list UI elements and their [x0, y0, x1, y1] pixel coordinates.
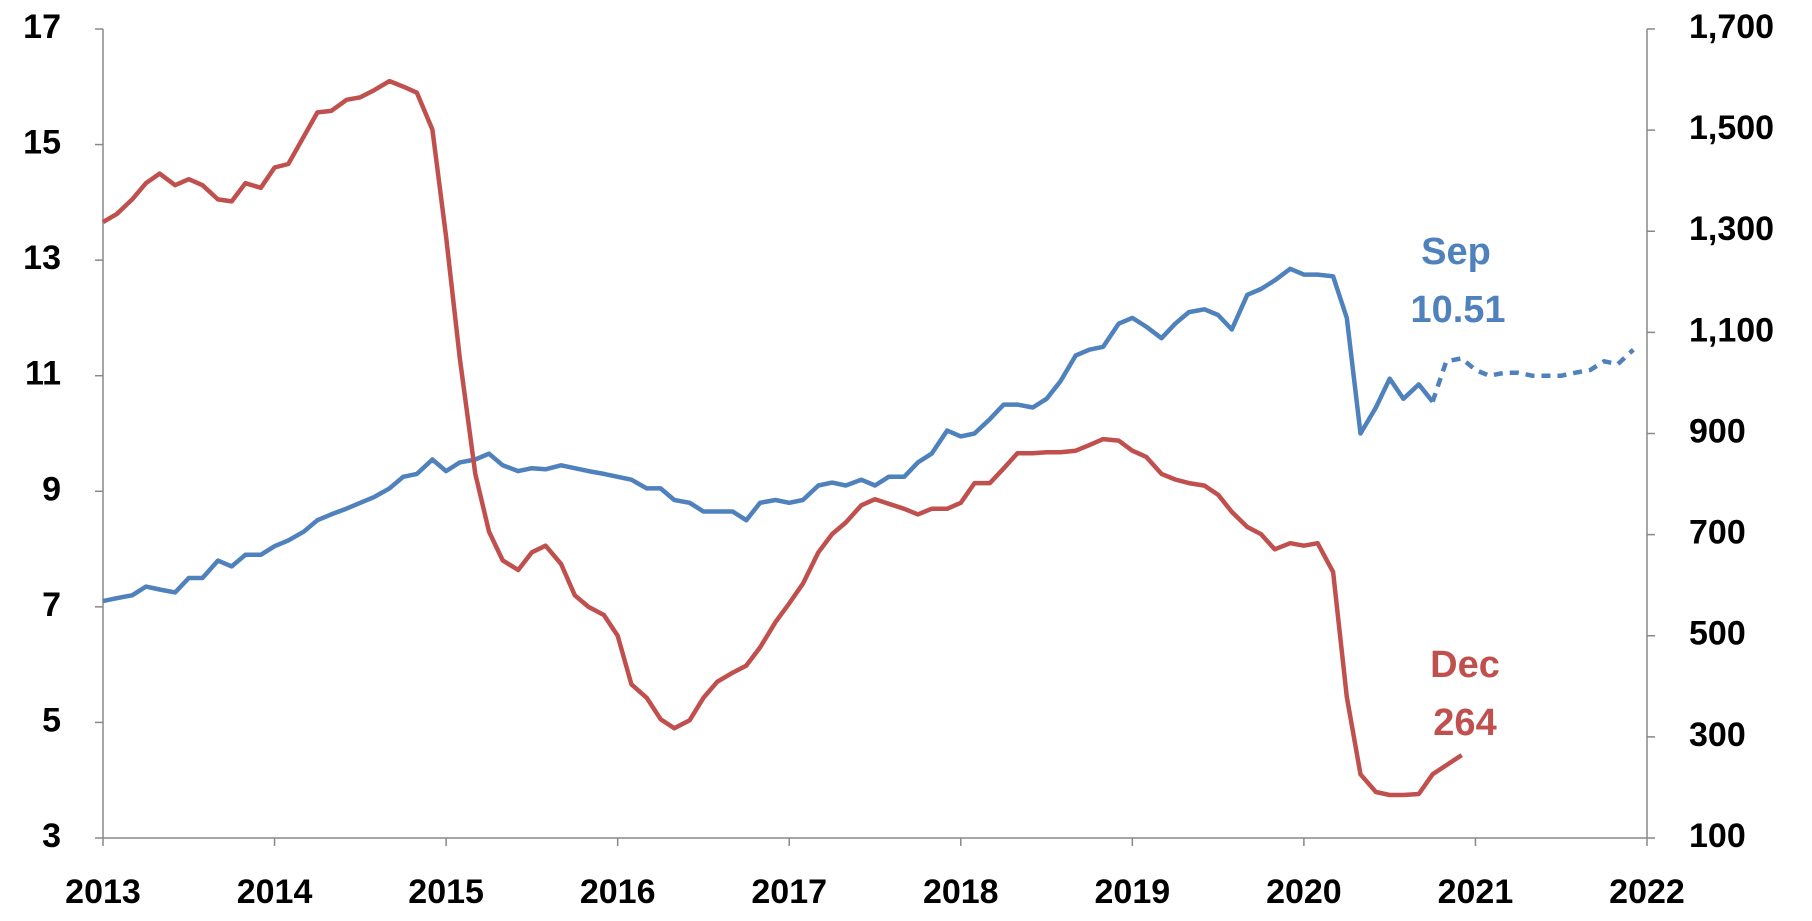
annotation: 264	[1433, 702, 1496, 744]
y2-tick-label: 1,500	[1689, 109, 1774, 147]
y2-tick-label: 700	[1689, 514, 1746, 552]
y2-tick-label: 900	[1689, 412, 1746, 450]
y-tick-label: 7	[42, 586, 61, 624]
x-tick-label: 2013	[65, 873, 141, 911]
annotation: 10.51	[1410, 289, 1505, 331]
series-line	[1430, 348, 1635, 403]
y-tick-label: 11	[25, 355, 61, 393]
x-tick-label: 2017	[751, 873, 827, 911]
x-tick-label: 2022	[1609, 873, 1685, 911]
x-tick-label: 2015	[408, 873, 484, 911]
y-tick-label: 17	[23, 8, 61, 46]
annotation: Dec	[1430, 644, 1500, 686]
y-tick-label: 5	[42, 701, 61, 739]
x-tick-label: 2019	[1095, 873, 1171, 911]
y2-tick-label: 1,700	[1689, 8, 1774, 46]
x-tick-label: 2018	[923, 873, 999, 911]
y2-tick-label: 1,300	[1689, 210, 1774, 248]
y-tick-label: 3	[42, 817, 61, 855]
y-tick-label: 13	[23, 239, 61, 277]
y-tick-label: 15	[23, 124, 61, 162]
x-tick-label: 2014	[237, 873, 313, 911]
x-tick-label: 2016	[580, 873, 656, 911]
y2-tick-label: 300	[1689, 716, 1746, 754]
x-tick-label: 2021	[1438, 873, 1514, 911]
y2-tick-label: 1,100	[1689, 311, 1774, 349]
y-tick-label: 9	[42, 470, 61, 508]
x-tick-label: 2020	[1266, 873, 1342, 911]
y2-tick-label: 100	[1689, 817, 1746, 855]
annotation: Sep	[1421, 231, 1491, 273]
series-line	[102, 266, 1435, 604]
y2-tick-label: 500	[1689, 615, 1746, 653]
series-line	[101, 78, 1463, 798]
